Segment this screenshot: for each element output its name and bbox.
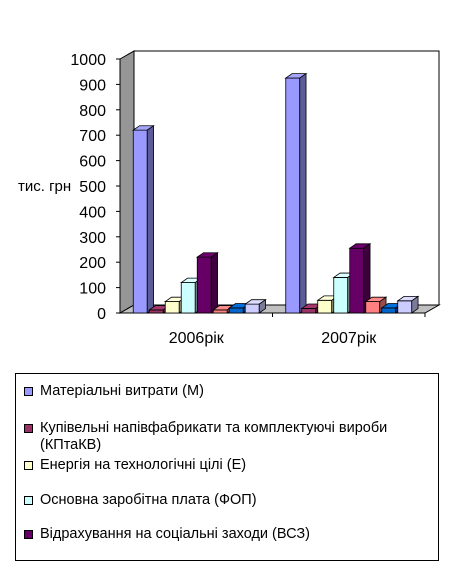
legend-swatch (24, 496, 33, 505)
legend-item: Основна заробітна плата (ФОП) (24, 492, 430, 509)
bar-8-1 (243, 298, 267, 314)
y-tick-labels: 0 100 200 300 400 500 600 700 800 900 1000 (70, 52, 120, 323)
x-tick-labels: 2006рік 2007рік (169, 313, 426, 347)
chart-bars (131, 72, 420, 314)
y-tick-label: 700 (79, 128, 106, 145)
legend-label: Енергія на технологічні цілі (Е) (40, 457, 247, 473)
y-tick-label: 500 (79, 179, 106, 196)
y-tick-label: 900 (79, 77, 106, 94)
x-tick-label: 2007рік (321, 330, 377, 347)
chart-legend: Матеріальні витрати (М) Купівельні напівф… (15, 373, 439, 561)
legend-label: Основна заробітна плата (ФОП) (40, 492, 257, 508)
legend-label: Матеріальні витрати (М) (40, 383, 204, 399)
y-tick-label: 0 (97, 306, 106, 323)
y-tick-label: 600 (79, 154, 106, 171)
legend-item: Матеріальні витрати (М) (24, 383, 430, 400)
legend-swatch (24, 424, 33, 433)
y-tick-label: 200 (79, 255, 106, 272)
x-tick-label: 2006рік (169, 330, 225, 347)
y-tick-label: 800 (79, 103, 106, 120)
legend-item: Відрахування на соціальні заходи (ВСЗ) (24, 526, 430, 543)
side-wall (119, 50, 135, 314)
legend-swatch (24, 461, 33, 470)
legend-item: Енергія на технологічні цілі (Е) (24, 457, 430, 474)
legend-label: Купівельні напівфабрикати та комплектуюч… (40, 420, 388, 453)
y-tick-label: 400 (79, 204, 106, 221)
bar-5-1 (195, 251, 219, 314)
bar-1-1 (131, 124, 155, 314)
bar-chart: 0 100 200 300 400 500 600 700 800 900 1000 2006рік… (18, 50, 441, 347)
legend-swatch (24, 387, 33, 396)
y-tick-label: 100 (79, 281, 106, 298)
y-tick-label: 1000 (70, 52, 106, 69)
legend-swatch (24, 530, 33, 539)
bar-8-2 (396, 295, 420, 314)
y-tick-label: 300 (79, 230, 106, 247)
bar-1-2 (284, 72, 308, 314)
legend-item: Купівельні напівфабрикати та комплектуюч… (24, 420, 430, 454)
y-axis-label: тис. грн (18, 178, 71, 195)
legend-label: Відрахування на соціальні заходи (ВСЗ) (40, 526, 310, 542)
chart-axes (118, 50, 441, 314)
